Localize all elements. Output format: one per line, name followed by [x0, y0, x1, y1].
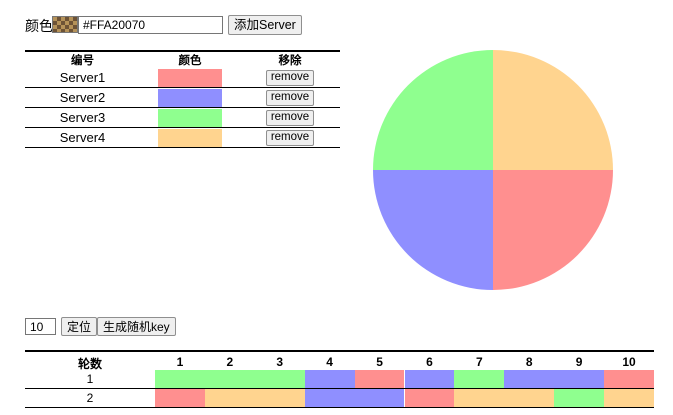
round-row-label: 1: [86, 372, 94, 386]
round-column-header: 4: [326, 355, 333, 369]
round-column-header: 1: [176, 355, 184, 369]
server-row: Server3 remove: [25, 108, 340, 128]
pie-slice-red: [493, 170, 613, 290]
remove-button[interactable]: remove: [265, 109, 315, 126]
remove-button[interactable]: remove: [265, 129, 315, 146]
round-segment-green: [554, 389, 605, 407]
round-column-header: 2: [226, 355, 234, 369]
round-column-header: 7: [476, 355, 483, 369]
round-segment-red: [155, 389, 205, 407]
round-segment-green: [454, 370, 505, 388]
remove-button[interactable]: remove: [265, 89, 315, 106]
header-color: 颜色: [178, 55, 202, 67]
round-segment-red: [604, 370, 654, 388]
round-segment-red: [354, 370, 405, 388]
header-remove: 移除: [278, 55, 302, 67]
round-column-header: 6: [426, 355, 433, 369]
color-picker[interactable]: [52, 16, 78, 33]
rounds-header-label: 轮数: [77, 357, 103, 371]
round-row: 1: [25, 370, 654, 389]
round-segment-orange: [454, 389, 555, 407]
server-row: Server4 remove: [25, 128, 340, 148]
server-remove-cell: remove: [240, 108, 340, 127]
round-row-label: 2: [86, 391, 94, 405]
pie-slice-green: [373, 50, 493, 170]
server-color-swatch: [158, 68, 222, 87]
round-segment-blue: [304, 370, 355, 388]
pie-slice-orange: [493, 50, 613, 170]
hash-ring-pie: [373, 50, 613, 290]
server-color-cell: [140, 88, 240, 107]
server-color-swatch: [158, 128, 222, 147]
server-id: Server1: [59, 70, 106, 85]
server-table-header: 编号 颜色 移除: [25, 52, 340, 68]
round-column-header: 9: [575, 355, 583, 369]
server-row: Server2 remove: [25, 88, 340, 108]
round-input[interactable]: [25, 318, 56, 335]
server-color-swatch: [158, 88, 222, 107]
server-color-swatch: [158, 108, 222, 127]
round-segment-blue: [504, 370, 605, 388]
color-label: 颜色: [25, 18, 53, 34]
round-segment-blue: [304, 389, 405, 407]
server-color-cell: [140, 68, 240, 87]
color-input[interactable]: [78, 16, 223, 34]
round-segment-orange: [604, 389, 654, 407]
server-id: Server4: [59, 130, 106, 145]
locate-button[interactable]: 定位: [61, 317, 98, 336]
server-remove-cell: remove: [240, 88, 340, 107]
add-server-button[interactable]: 添加Server: [228, 15, 302, 35]
server-color-cell: [140, 128, 240, 147]
round-column-header: 3: [276, 355, 284, 369]
server-row: Server1 remove: [25, 68, 340, 88]
server-remove-cell: remove: [240, 68, 340, 87]
round-column-header: 8: [525, 355, 533, 369]
server-color-cell: [140, 108, 240, 127]
header-id: 编号: [71, 55, 94, 67]
server-rows: Server1 remove Server2 remove Server3 remove S…: [25, 68, 340, 148]
round-segment-orange: [204, 389, 305, 407]
server-table: 编号 颜色 移除 Server1 remove Server2 remove Serve…: [25, 50, 340, 148]
round-column-header: 5: [376, 355, 383, 369]
server-remove-cell: remove: [240, 128, 340, 147]
random-key-button[interactable]: 生成随机key: [97, 317, 176, 336]
pie-slice-blue: [373, 170, 493, 290]
round-segment-blue: [404, 370, 455, 388]
round-row: 2: [25, 389, 654, 408]
remove-button[interactable]: remove: [265, 69, 315, 86]
rounds-header: 轮数 1 2 3 4 5 6 7 8 9 10: [25, 352, 654, 371]
server-id: Server3: [59, 110, 106, 125]
server-id: Server2: [59, 90, 106, 105]
round-segment-green: [155, 370, 305, 388]
round-column-header: 10: [622, 355, 636, 369]
round-segment-red: [404, 389, 455, 407]
